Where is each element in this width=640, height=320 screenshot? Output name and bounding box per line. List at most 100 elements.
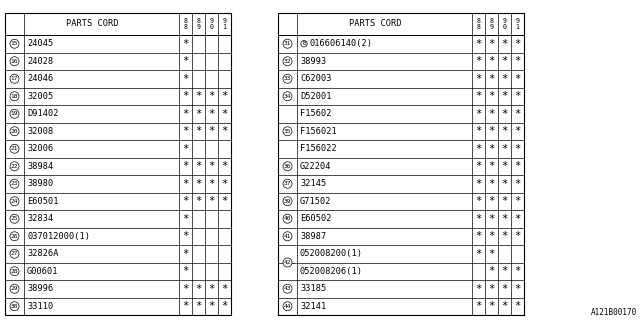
Text: 24028: 24028 — [27, 57, 53, 66]
Text: 32145: 32145 — [300, 179, 326, 188]
Text: *: * — [515, 196, 520, 206]
Text: *: * — [501, 144, 508, 154]
Text: *: * — [476, 74, 482, 84]
Text: D91402: D91402 — [27, 109, 58, 118]
Text: *: * — [476, 126, 482, 136]
Text: *: * — [476, 214, 482, 224]
Text: *: * — [209, 284, 214, 294]
Text: 40: 40 — [284, 216, 291, 221]
Text: *: * — [182, 284, 189, 294]
Text: *: * — [195, 301, 202, 311]
Text: *: * — [182, 91, 189, 101]
Text: *: * — [488, 56, 495, 66]
Text: F156021: F156021 — [300, 127, 337, 136]
Text: 33: 33 — [284, 76, 291, 81]
Text: *: * — [195, 284, 202, 294]
Text: *: * — [488, 39, 495, 49]
Text: *: * — [488, 161, 495, 171]
Text: 24046: 24046 — [27, 74, 53, 83]
Text: E60501: E60501 — [27, 197, 58, 206]
Text: *: * — [501, 266, 508, 276]
Text: A121B00170: A121B00170 — [591, 308, 637, 317]
Text: *: * — [476, 39, 482, 49]
Text: *: * — [501, 231, 508, 241]
Text: *: * — [209, 196, 214, 206]
Text: *: * — [488, 266, 495, 276]
Text: *: * — [182, 74, 189, 84]
Text: 33110: 33110 — [27, 302, 53, 311]
Text: 15: 15 — [11, 41, 19, 46]
Text: 38993: 38993 — [300, 57, 326, 66]
Text: *: * — [182, 56, 189, 66]
Text: 32: 32 — [284, 59, 291, 64]
Text: *: * — [488, 196, 495, 206]
Text: 30: 30 — [11, 304, 19, 309]
Text: *: * — [195, 179, 202, 189]
Text: 38984: 38984 — [27, 162, 53, 171]
Text: *: * — [501, 196, 508, 206]
Text: *: * — [476, 144, 482, 154]
Text: 29: 29 — [11, 286, 19, 291]
Text: *: * — [501, 301, 508, 311]
Text: *: * — [209, 179, 214, 189]
Text: E60502: E60502 — [300, 214, 332, 223]
Text: F15602: F15602 — [300, 109, 332, 118]
Text: 28: 28 — [11, 269, 19, 274]
Text: *: * — [501, 214, 508, 224]
Text: *: * — [195, 91, 202, 101]
Text: *: * — [476, 179, 482, 189]
Text: 20: 20 — [11, 129, 19, 134]
Text: *: * — [515, 39, 520, 49]
Text: 32006: 32006 — [27, 144, 53, 153]
Text: *: * — [488, 126, 495, 136]
Text: *: * — [515, 214, 520, 224]
Text: 9
1: 9 1 — [515, 18, 520, 30]
Text: *: * — [209, 91, 214, 101]
Text: *: * — [515, 231, 520, 241]
Text: 19: 19 — [11, 111, 19, 116]
Text: *: * — [488, 214, 495, 224]
Text: *: * — [182, 266, 189, 276]
Text: *: * — [221, 196, 228, 206]
Text: 8
8: 8 8 — [477, 18, 481, 30]
Text: 44: 44 — [284, 304, 291, 309]
Text: *: * — [501, 161, 508, 171]
Text: *: * — [488, 284, 495, 294]
Text: 16: 16 — [11, 59, 19, 64]
Text: *: * — [182, 161, 189, 171]
Text: 016606140(2): 016606140(2) — [310, 39, 373, 48]
Text: *: * — [182, 249, 189, 259]
Text: *: * — [501, 109, 508, 119]
Text: 22: 22 — [11, 164, 19, 169]
Text: D52001: D52001 — [300, 92, 332, 101]
Text: *: * — [221, 109, 228, 119]
Text: 25: 25 — [11, 216, 19, 221]
Text: G00601: G00601 — [27, 267, 58, 276]
Text: *: * — [476, 301, 482, 311]
Text: PARTS CORD: PARTS CORD — [66, 20, 118, 28]
Text: 38980: 38980 — [27, 179, 53, 188]
Text: *: * — [515, 126, 520, 136]
Bar — [278, 13, 524, 315]
Text: 42: 42 — [284, 260, 291, 265]
Text: *: * — [515, 56, 520, 66]
Text: *: * — [515, 161, 520, 171]
Text: 9
0: 9 0 — [502, 18, 506, 30]
Text: 35: 35 — [284, 129, 291, 134]
Text: *: * — [515, 301, 520, 311]
Text: *: * — [488, 231, 495, 241]
Text: 38996: 38996 — [27, 284, 53, 293]
Text: 36: 36 — [284, 164, 291, 169]
Text: *: * — [501, 56, 508, 66]
Text: *: * — [221, 91, 228, 101]
Text: 32834: 32834 — [27, 214, 53, 223]
Text: 9
0: 9 0 — [209, 18, 214, 30]
Text: *: * — [195, 109, 202, 119]
Text: *: * — [476, 161, 482, 171]
Text: *: * — [476, 284, 482, 294]
Text: *: * — [515, 91, 520, 101]
Text: *: * — [221, 179, 228, 189]
Text: *: * — [182, 126, 189, 136]
Text: 21: 21 — [11, 146, 19, 151]
Text: 38987: 38987 — [300, 232, 326, 241]
